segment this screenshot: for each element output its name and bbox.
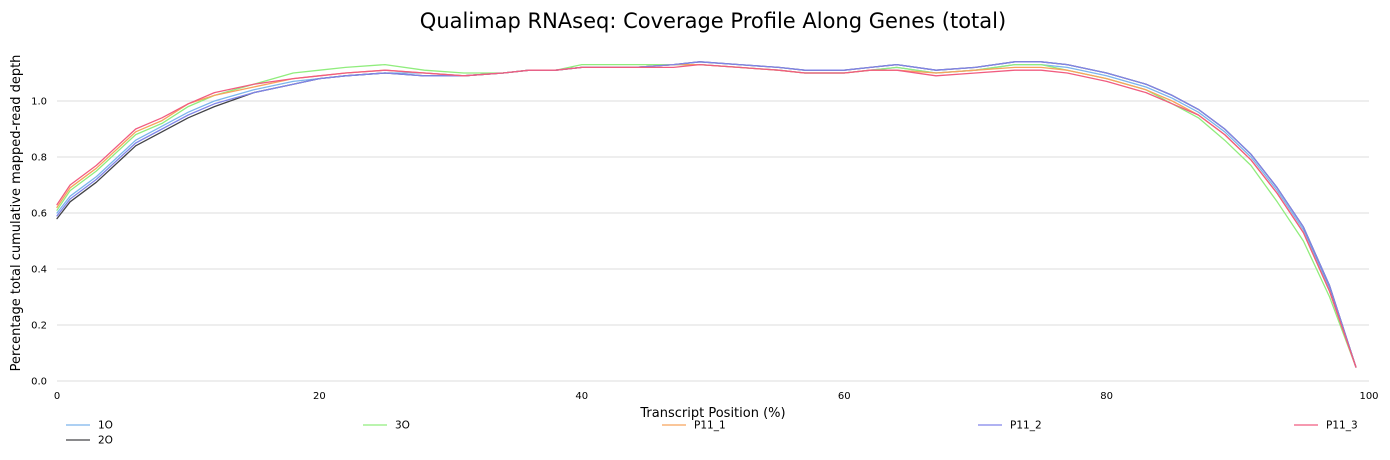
legend-label-p11-2[interactable]: P11_2: [1010, 420, 1042, 432]
series-lines: [56, 61, 1357, 368]
x-axis-label: Transcript Position (%): [639, 406, 785, 421]
y-axis-label: Percentage total cumulative mapped-read …: [9, 55, 24, 372]
y-tick-label: 0.0: [31, 377, 47, 388]
x-tick-label: 0: [54, 391, 60, 402]
legend-label-p11-1[interactable]: P11_1: [694, 420, 726, 432]
series-line-p11-3[interactable]: [56, 63, 1357, 368]
series-line-1o[interactable]: [56, 63, 1357, 368]
legend-label-1o[interactable]: 1O: [98, 420, 113, 432]
y-tick-label: 0.2: [31, 321, 47, 332]
series-line-p11-2[interactable]: [56, 61, 1357, 368]
x-tick-label: 20: [313, 391, 326, 402]
series-line-3o[interactable]: [56, 63, 1357, 368]
y-tick-label: 1.0: [31, 97, 47, 108]
axes: 0.0 0.2 0.4 0.6 0.8 1.0 0 20 40 60 80 100: [31, 97, 1378, 403]
legend: 1O 2O 3O P11_1 P11_2 P11_3: [66, 420, 1358, 447]
legend-label-2o[interactable]: 2O: [98, 435, 113, 447]
grid-lines: [57, 100, 1369, 326]
series-line-p11-1[interactable]: [56, 63, 1357, 368]
chart-title: Qualimap RNAseq: Coverage Profile Along …: [420, 9, 1006, 33]
legend-label-p11-3[interactable]: P11_3: [1326, 420, 1358, 432]
x-tick-label: 100: [1359, 391, 1378, 402]
series-line-2o[interactable]: [56, 61, 1357, 368]
y-tick-label: 0.4: [31, 265, 47, 276]
y-tick-label: 0.6: [31, 209, 47, 220]
x-tick-label: 80: [1100, 391, 1113, 402]
y-tick-label: 0.8: [31, 153, 47, 164]
legend-label-3o[interactable]: 3O: [395, 420, 410, 432]
x-tick-label: 40: [575, 391, 588, 402]
x-tick-label: 60: [838, 391, 851, 402]
